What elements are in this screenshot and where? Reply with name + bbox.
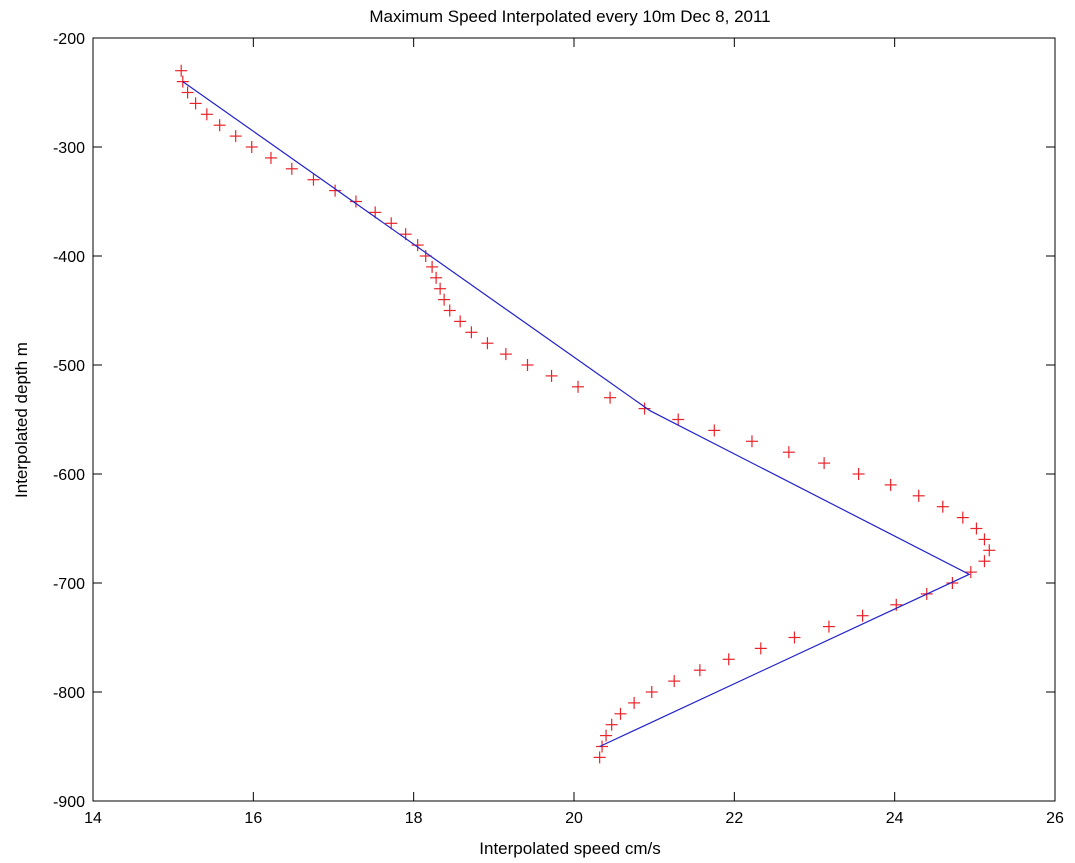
data-point [628,696,641,709]
data-point [788,631,801,644]
data-point [818,457,831,470]
plot-frame [92,37,1056,802]
data-point [946,577,959,589]
data-point [852,468,865,480]
data-point [349,195,362,208]
data-point [822,620,835,633]
y-tick-label: -300 [53,140,85,157]
data-point [329,184,342,197]
data-point [481,337,494,350]
data-point [983,544,996,557]
data-point [614,707,627,720]
x-tick-label: 22 [725,810,743,827]
data-point [307,173,320,186]
x-axis-title: Interpolated speed cm/s [479,839,660,858]
data-point [454,315,467,328]
x-tick-label: 14 [84,810,102,827]
x-tick-label: 18 [405,810,423,827]
data-point [890,598,903,611]
y-tick-label: -800 [53,685,85,702]
y-tick-label: -200 [53,31,85,48]
y-tick-label: -700 [53,576,85,593]
data-point [856,609,869,622]
y-tick-label: -900 [53,794,85,811]
data-point [521,359,534,371]
data-point [708,424,721,437]
data-point [264,151,277,164]
data-point [176,75,189,88]
chart-title: Maximum Speed Interpolated every 10m Dec… [369,7,770,26]
data-point [411,239,424,252]
data-point [499,348,512,361]
x-tick-label: 24 [886,810,904,827]
data-point [229,130,242,143]
data-point [604,391,617,404]
data-point [745,435,758,448]
data-point [638,402,651,415]
data-point [668,675,681,688]
data-point [956,511,969,524]
data-point [175,64,188,77]
data-point [978,533,991,546]
data-point [443,304,456,317]
x-tick-label: 20 [565,810,583,827]
data-point [978,555,991,568]
data-point [213,119,226,132]
data-point [572,380,585,393]
data-point [600,729,613,742]
data-point [426,260,439,273]
data-point [970,522,983,535]
data-point [385,217,398,230]
data-point [465,326,478,339]
data-point [782,446,795,459]
data-point [430,271,443,284]
y-axis-title: Interpolated depth m [12,342,31,498]
y-tick-label: -500 [53,358,85,375]
data-point [181,86,194,99]
data-point [438,293,451,306]
data-point [912,489,925,502]
x-tick-label: 16 [244,810,262,827]
data-point [605,718,618,731]
data-point [545,369,558,382]
data-point [189,97,202,110]
data-point [884,478,897,491]
series-line [182,81,971,748]
plot-area: 14 16 18 20 22 24 26 -200 -300 -400 -500 -600 -700 -8… [53,31,1064,827]
data-point [693,664,706,677]
data-point [593,751,606,764]
data-point [596,740,609,753]
data-point [434,282,447,295]
data-point [672,413,685,426]
y-tick-label: -600 [53,467,85,484]
data-point [722,653,735,666]
x-tick-label: 26 [1046,810,1064,827]
data-point [936,500,949,513]
data-point [645,686,658,698]
y-tick-label: -400 [53,249,85,266]
data-point [285,162,298,175]
data-point [754,642,767,655]
data-point [964,566,977,579]
data-point [245,141,258,153]
data-point [200,108,213,121]
